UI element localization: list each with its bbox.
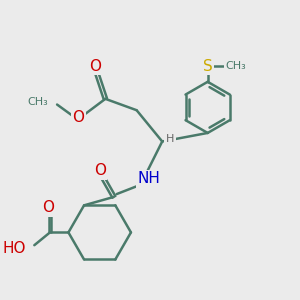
Text: HO: HO <box>3 241 26 256</box>
Text: CH₃: CH₃ <box>28 97 49 107</box>
Text: O: O <box>94 163 106 178</box>
Text: S: S <box>203 59 213 74</box>
Text: O: O <box>72 110 84 125</box>
Text: CH₃: CH₃ <box>226 61 247 71</box>
Text: H: H <box>166 134 174 144</box>
Text: O: O <box>89 59 101 74</box>
Text: O: O <box>43 200 55 215</box>
Text: NH: NH <box>138 172 161 187</box>
